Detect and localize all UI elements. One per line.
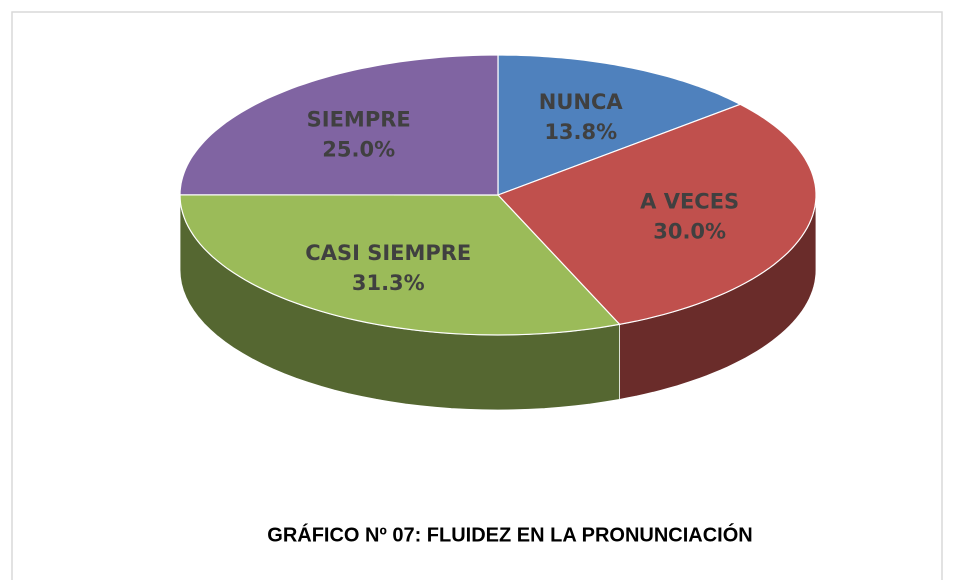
- slice: [179, 194, 621, 336]
- chart-frame: [11, 11, 943, 580]
- chart-title: GRÁFICO Nº 07: FLUIDEZ EN LA PRONUNCIACI…: [267, 522, 752, 546]
- slice-label: A VECES: [640, 189, 739, 213]
- slice-label: NUNCA: [539, 90, 624, 114]
- slice: [496, 103, 817, 326]
- slice-value-label: 25.0%: [322, 138, 395, 162]
- slice-label: CASI SIEMPRE: [305, 241, 471, 265]
- slice-value-label: 30.0%: [653, 219, 726, 243]
- slice: [497, 54, 742, 196]
- slice-label: SIEMPRE: [307, 108, 411, 132]
- slice: [179, 54, 499, 196]
- slice-value-label: 13.8%: [544, 120, 617, 144]
- slice-value-label: 31.3%: [352, 271, 425, 295]
